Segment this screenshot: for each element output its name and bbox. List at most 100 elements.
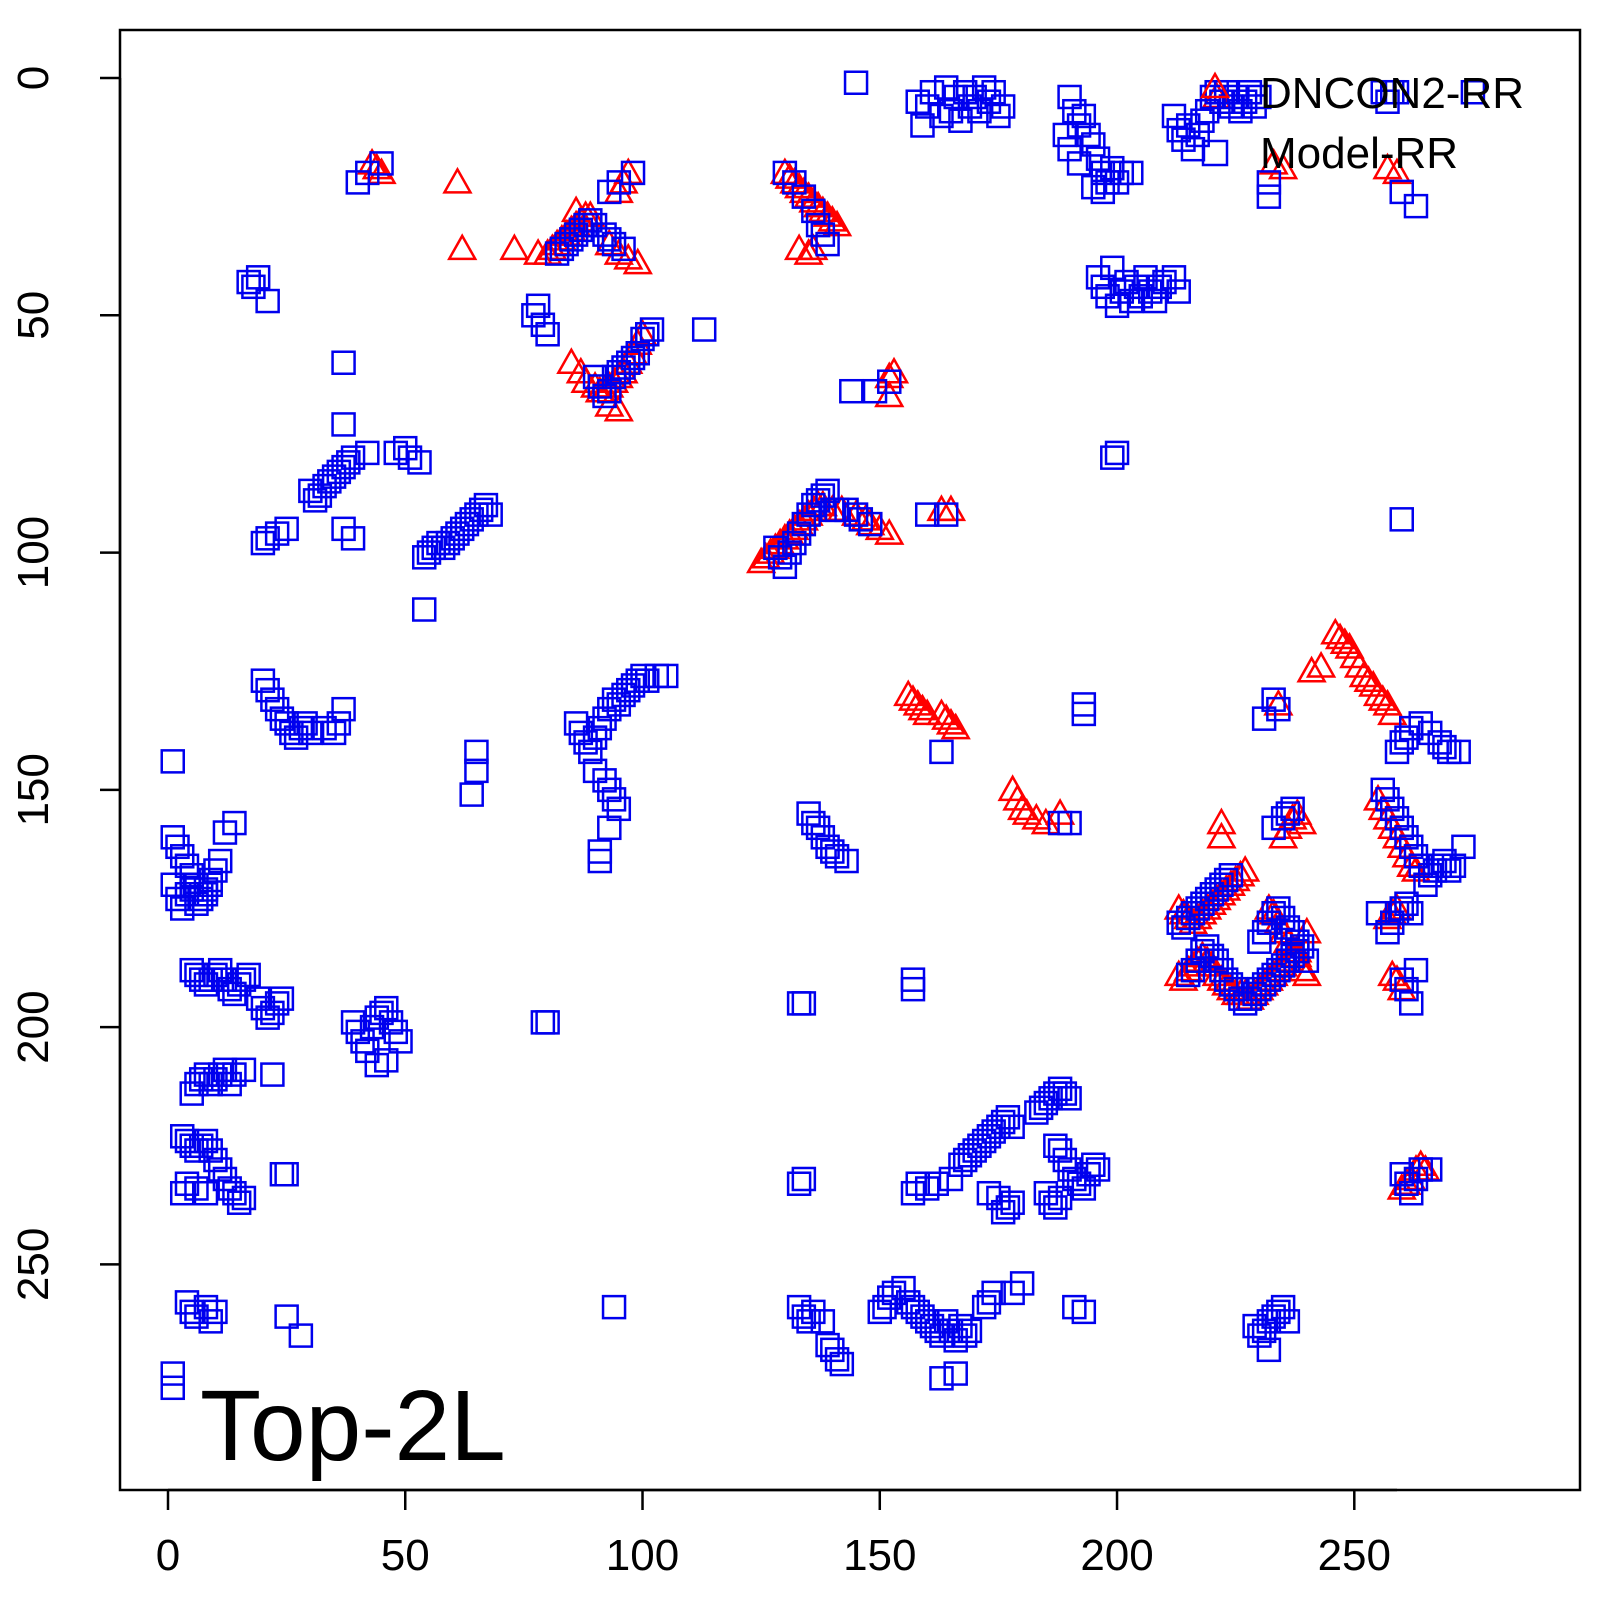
model-rr-point (1247, 929, 1272, 954)
model-rr-point (1266, 1299, 1291, 1325)
dncon2-rr-point (556, 347, 587, 374)
dncon2-rr-point (902, 688, 933, 716)
model-rr-point (957, 94, 983, 119)
model-rr-point (1000, 1190, 1025, 1215)
model-rr-point (653, 663, 679, 689)
model-rr-point (1062, 1294, 1087, 1320)
model-rr-point (601, 687, 627, 712)
model-rr-point (1161, 103, 1187, 129)
model-rr-point (1066, 1171, 1092, 1196)
model-rr-point (929, 1366, 954, 1391)
model-rr-point (914, 502, 940, 527)
model-rr-point (459, 507, 484, 532)
model-rr-point (995, 1195, 1021, 1220)
model-rr-point (416, 540, 442, 565)
model-rr-point (359, 1014, 385, 1040)
model-rr-point (1460, 79, 1486, 105)
model-rr-point (207, 848, 233, 874)
model-rr-point (948, 108, 973, 133)
model-rr-point (464, 502, 489, 527)
model-rr-point (1398, 834, 1424, 860)
model-rr-point (981, 1280, 1006, 1306)
model-rr-point (193, 1128, 219, 1154)
model-rr-point (938, 1166, 964, 1192)
model-rr-point (858, 511, 883, 537)
model-rr-point (174, 1128, 200, 1154)
model-rr-point (274, 711, 299, 736)
model-rr-point (1398, 900, 1424, 926)
model-rr-point (1128, 284, 1154, 309)
model-rr-point (801, 1299, 826, 1325)
model-rr-point (331, 350, 356, 375)
model-rr-point (193, 972, 219, 997)
model-rr-point (222, 981, 247, 1007)
model-rr-point (1081, 174, 1106, 200)
model-rr-point (340, 526, 366, 551)
model-rr-point (573, 730, 598, 755)
x-tick-label: 50 (381, 1531, 430, 1580)
model-rr-point (862, 378, 888, 404)
model-rr-point (1451, 834, 1476, 860)
model-rr-point (597, 378, 622, 404)
model-rr-point (288, 715, 314, 741)
model-rr-point (630, 663, 655, 689)
model-rr-point (1436, 858, 1462, 883)
model-rr-point (1270, 1294, 1296, 1320)
model-rr-point (1175, 905, 1201, 931)
model-rr-point (910, 1304, 935, 1329)
model-rr-point (1175, 113, 1201, 138)
model-rr-point (1024, 1100, 1049, 1125)
model-rr-point (188, 1067, 214, 1092)
dncon2-rr-point (1267, 152, 1299, 180)
model-rr-point (478, 502, 503, 527)
y-tick-label: 250 (9, 1228, 58, 1301)
model-rr-point (1194, 934, 1220, 959)
model-rr-point (606, 170, 632, 195)
model-rr-point (1090, 179, 1116, 205)
model-rr-point (981, 1119, 1006, 1144)
model-rr-point (1251, 919, 1277, 945)
model-rr-point (293, 711, 318, 736)
model-rr-point (241, 274, 266, 300)
model-rr-point (1213, 967, 1239, 992)
model-rr-point (786, 1294, 812, 1320)
model-rr-point (1104, 440, 1130, 466)
model-rr-point (445, 521, 470, 546)
model-rr-point (1394, 976, 1419, 1002)
model-rr-point (1062, 98, 1087, 124)
model-rr-point (1076, 122, 1101, 148)
model-rr-point (900, 1180, 926, 1206)
model-rr-point (255, 288, 280, 314)
model-rr-point (805, 212, 831, 238)
model-rr-point (530, 312, 556, 338)
model-rr-point (1043, 1133, 1068, 1159)
model-rr-point (307, 483, 333, 508)
dncon2-rr-point (1320, 617, 1351, 645)
model-rr-point (331, 412, 356, 437)
model-rr-point (815, 1332, 840, 1358)
model-rr-point (620, 673, 646, 698)
model-rr-point (269, 1161, 295, 1187)
model-rr-point (160, 1375, 185, 1401)
model-rr-point (374, 995, 399, 1021)
model-rr-point (1052, 1081, 1078, 1106)
legend: DNCON2-RR Model-RR (1199, 69, 1524, 178)
model-rr-point (1190, 938, 1215, 964)
model-rr-point (264, 696, 290, 722)
model-rr-point (1199, 943, 1225, 969)
model-rr-point (288, 1323, 314, 1348)
model-rr-point (264, 521, 290, 546)
model-rr-point (839, 378, 864, 404)
model-rr-point (910, 113, 935, 138)
model-rr-point (563, 222, 589, 247)
model-rr-point (374, 1048, 399, 1073)
model-rr-point (976, 1124, 1002, 1149)
model-rr-point (269, 986, 295, 1011)
model-rr-point (1114, 269, 1139, 295)
model-rr-point (212, 1166, 238, 1192)
model-rr-point (1100, 255, 1125, 281)
model-rr-point (317, 469, 342, 494)
model-rr-point (976, 89, 1002, 114)
model-rr-point (597, 179, 622, 205)
model-rr-point (1398, 1180, 1424, 1206)
